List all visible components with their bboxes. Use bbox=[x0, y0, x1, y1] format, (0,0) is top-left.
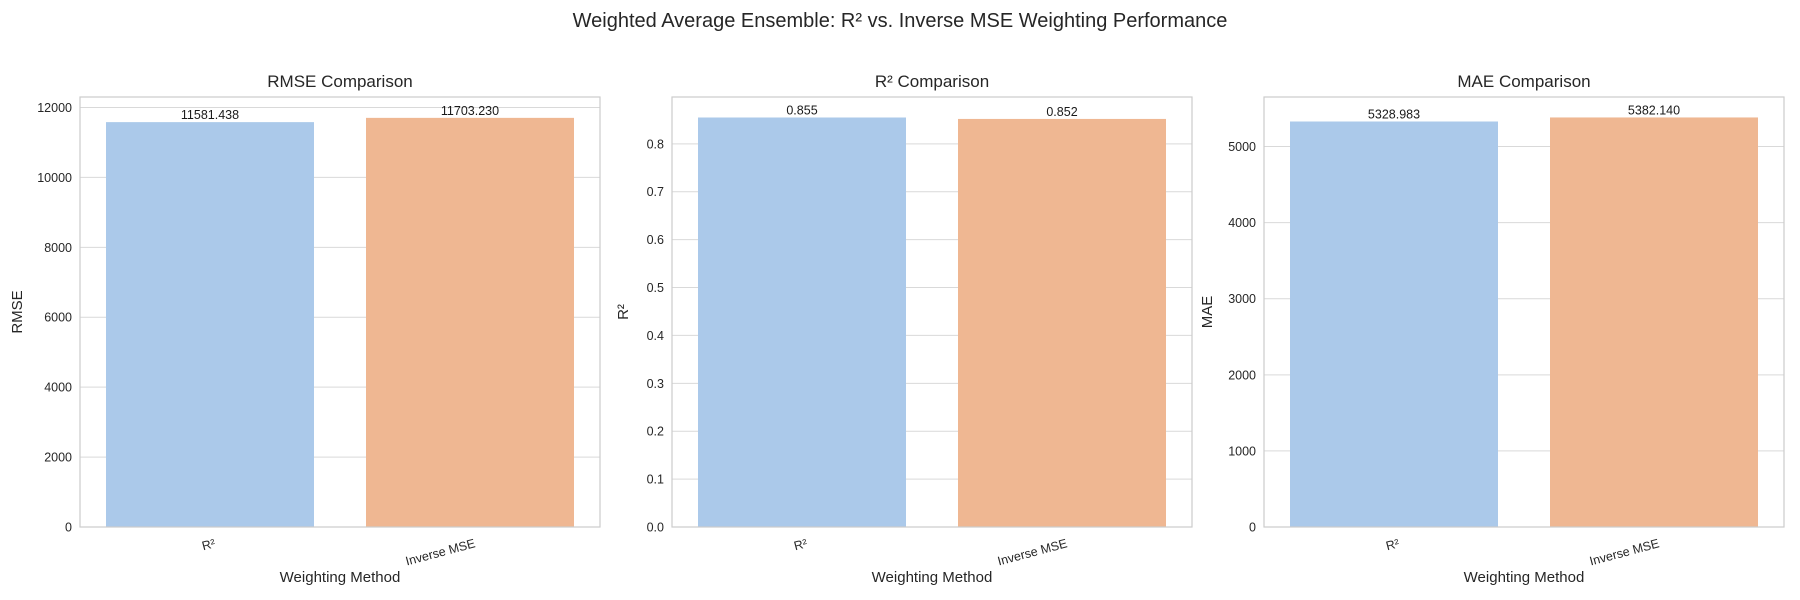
bar-value-label: 5328.983 bbox=[1368, 108, 1420, 122]
y-tick-label: 0.8 bbox=[647, 137, 664, 151]
x-axis-label: Weighting Method bbox=[872, 569, 993, 586]
bar bbox=[1550, 117, 1758, 528]
chart-panels: 02000400060008000100001200011581.438R²11… bbox=[9, 72, 1785, 586]
chart-title: R² Comparison bbox=[875, 72, 989, 91]
y-tick-label: 2000 bbox=[44, 451, 72, 465]
y-axis-label: MAE bbox=[1199, 296, 1216, 329]
axes-frame bbox=[79, 96, 601, 528]
bar-value-label: 0.855 bbox=[786, 103, 817, 117]
x-tick-label: Inverse MSE bbox=[1588, 536, 1661, 568]
x-tick-label: R² bbox=[1384, 536, 1400, 553]
y-tick-label: 0 bbox=[1249, 521, 1256, 535]
y-tick-label: 8000 bbox=[44, 241, 72, 255]
chart-title: RMSE Comparison bbox=[267, 72, 413, 91]
y-tick-label: 0.6 bbox=[647, 233, 664, 247]
axes-frame bbox=[1263, 96, 1785, 528]
y-tick-label: 4000 bbox=[44, 381, 72, 395]
y-axis-label: RMSE bbox=[9, 290, 26, 333]
y-tick-label: 4000 bbox=[1228, 216, 1256, 230]
bar bbox=[366, 117, 574, 527]
chart-panel-3: 0 1000 2000 3000 4000 5000 5328.983 R² 5382.140 I… bbox=[1199, 72, 1785, 586]
bar bbox=[106, 122, 314, 528]
y-axis-label: R² bbox=[615, 304, 632, 320]
bar bbox=[1290, 121, 1498, 528]
x-tick-label: Inverse MSE bbox=[404, 536, 477, 568]
y-tick-label: 0.2 bbox=[647, 425, 664, 439]
bar-value-label: 0.852 bbox=[1046, 105, 1077, 119]
y-tick-label: 2000 bbox=[1228, 368, 1256, 382]
figure-title: Weighted Average Ensemble: R² vs. Invers… bbox=[573, 10, 1228, 32]
axes-frame bbox=[671, 96, 1193, 528]
y-tick-label: 0.7 bbox=[647, 185, 664, 199]
y-tick-label: 10000 bbox=[37, 171, 72, 185]
y-tick-label: 0.4 bbox=[647, 329, 664, 343]
chart-panel-1: 0 2000 4000 6000 8000 10000 12000 11581.438 R² 11… bbox=[9, 72, 601, 586]
bar bbox=[698, 117, 906, 528]
x-tick-label: R² bbox=[792, 536, 808, 553]
x-tick-label: Inverse MSE bbox=[996, 536, 1069, 568]
bar-value-label: 11581.438 bbox=[181, 108, 239, 122]
y-tick-label: 0.0 bbox=[647, 521, 664, 535]
bar bbox=[958, 118, 1166, 527]
x-axis-label: Weighting Method bbox=[1464, 569, 1585, 586]
chart-panel-2: 0.0 0.1 0.2 0.3 0.4 0.5 0.6 0.7 0.8 0.855 R² 0.852 I… bbox=[615, 72, 1193, 586]
y-tick-label: 12000 bbox=[37, 101, 72, 115]
bar-value-label: 11703.230 bbox=[441, 104, 499, 118]
x-tick-label: R² bbox=[200, 536, 216, 553]
y-tick-label: 0.5 bbox=[647, 281, 664, 295]
y-tick-label: 0 bbox=[65, 521, 72, 535]
y-tick-label: 1000 bbox=[1228, 444, 1256, 458]
y-tick-label: 0.1 bbox=[647, 473, 664, 487]
chart-title: MAE Comparison bbox=[1457, 72, 1590, 91]
y-tick-label: 3000 bbox=[1228, 292, 1256, 306]
y-tick-label: 0.3 bbox=[647, 377, 664, 391]
bar-value-label: 5382.140 bbox=[1628, 103, 1680, 117]
y-tick-label: 5000 bbox=[1228, 140, 1256, 154]
y-tick-label: 6000 bbox=[44, 311, 72, 325]
x-axis-label: Weighting Method bbox=[280, 569, 401, 586]
